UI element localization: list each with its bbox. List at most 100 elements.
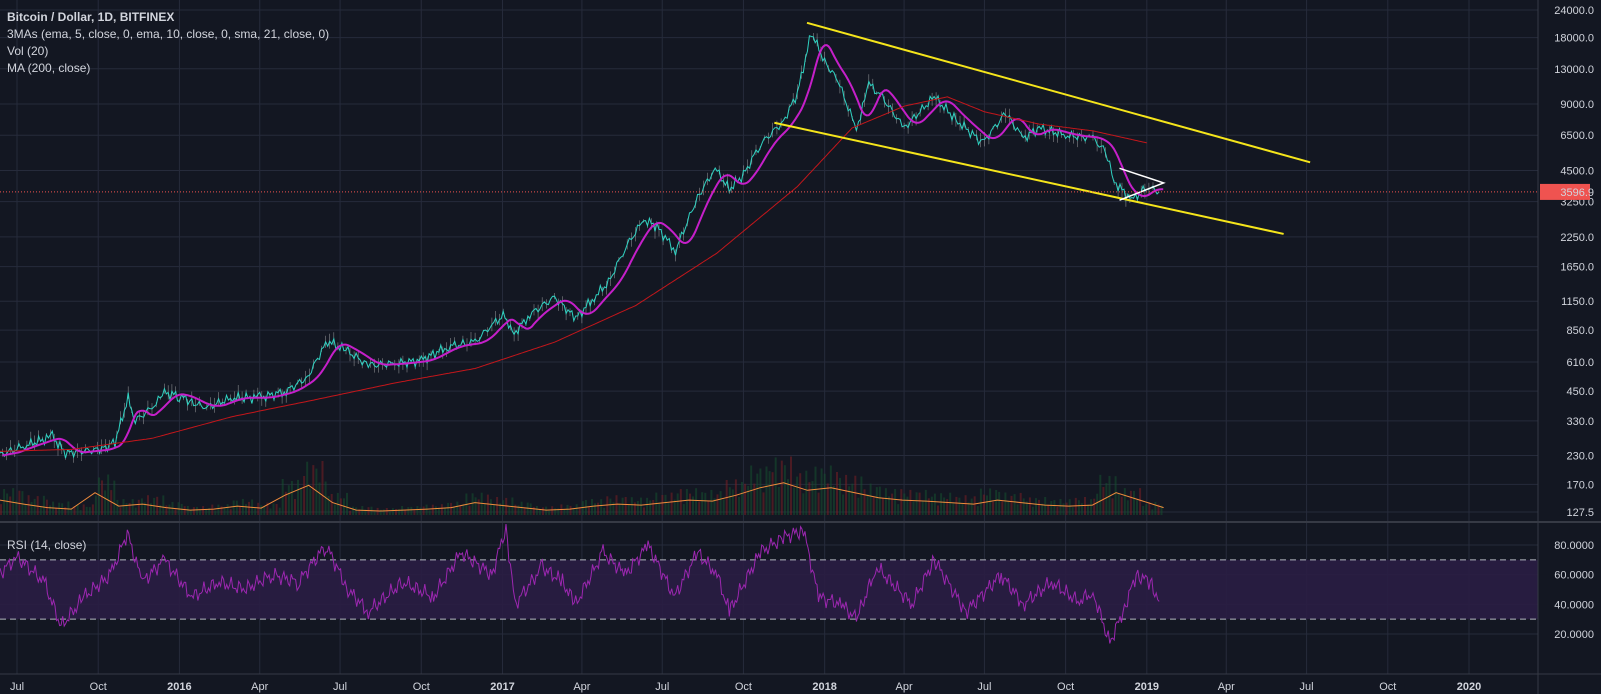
volume-bar — [1080, 503, 1083, 515]
volume-bar — [1028, 497, 1031, 515]
volume-bar — [456, 501, 459, 515]
volume-bar — [698, 501, 701, 515]
volume-bar — [327, 496, 330, 515]
time-tick-label: 2018 — [812, 681, 836, 693]
volume-bar — [1050, 501, 1053, 515]
volume-bar — [621, 497, 624, 515]
volume-bar — [1148, 502, 1151, 515]
volume-bar — [884, 488, 887, 515]
volume-bar — [1016, 504, 1019, 515]
volume-bar — [269, 508, 272, 515]
volume-bar — [1111, 498, 1114, 515]
volume-bar — [98, 477, 100, 515]
volume-bar — [566, 504, 569, 515]
volume-bar — [263, 506, 266, 515]
volume-bar — [860, 476, 863, 515]
volume-bar — [676, 493, 679, 515]
volume-bar — [783, 465, 786, 515]
volume-bar — [995, 490, 998, 515]
volume-bar — [572, 508, 575, 515]
channel-line — [806, 21, 1311, 164]
volume-bar — [1035, 498, 1037, 515]
volume-bar — [575, 504, 578, 515]
volume-bar — [1120, 496, 1123, 515]
study-ma200-label[interactable]: MA (200, close) — [7, 61, 91, 75]
volume-bar — [940, 493, 943, 515]
volume-bar — [811, 481, 814, 515]
rsi-axis[interactable]: 80.0000 60.0000 40.0000 20.0000 — [1554, 540, 1594, 641]
volume-bar — [915, 492, 918, 515]
volume-bar — [422, 506, 425, 515]
rsi-label[interactable]: RSI (14, close) — [7, 538, 87, 552]
volume-bar — [845, 474, 848, 515]
volume-bar — [817, 492, 820, 515]
volume-bar — [903, 493, 906, 515]
volume-bar — [538, 509, 541, 515]
price-tick-label: 1650.0 — [1560, 262, 1594, 274]
price-tick-label: 450.0 — [1566, 386, 1594, 398]
study-volume-label[interactable]: Vol (20) — [7, 44, 49, 58]
volume-bar — [857, 497, 860, 515]
volume-bar — [416, 506, 419, 515]
volume-bar — [143, 502, 146, 515]
rsi-band — [0, 559, 1538, 620]
time-tick-label: Oct — [735, 681, 752, 693]
volume-bar — [480, 492, 483, 515]
volume-bar — [747, 485, 750, 515]
volume-bar — [352, 506, 355, 515]
volume-bar — [970, 498, 973, 515]
volume-bar — [759, 468, 762, 515]
volume-bar — [303, 476, 306, 515]
volume-bar — [373, 511, 376, 515]
volume-bar — [1059, 499, 1062, 515]
price-pane — [0, 33, 1164, 463]
volume-bar — [762, 492, 765, 515]
volume-bar — [306, 461, 309, 515]
volume-bar — [471, 493, 474, 515]
volume-bar — [131, 499, 134, 515]
volume-bar — [410, 506, 413, 515]
volume-bar — [196, 506, 198, 515]
time-tick-label: Jul — [10, 681, 24, 693]
volume-bar — [395, 509, 397, 515]
volume-bar — [413, 510, 416, 515]
volume-bar — [245, 504, 247, 515]
volume-bar — [202, 506, 205, 515]
volume-bar — [73, 506, 76, 515]
volume-bar — [986, 495, 988, 515]
volume-bar — [110, 490, 113, 515]
study-3mas-label[interactable]: 3MAs (ema, 5, close, 0, ema, 10, close, … — [7, 27, 330, 41]
volume-bar — [24, 503, 27, 515]
volume-bar — [891, 493, 894, 515]
time-tick-label: 2019 — [1135, 681, 1159, 693]
volume-bar — [591, 499, 593, 515]
volume-bar — [309, 488, 312, 515]
volume-bar — [168, 504, 171, 515]
volume-bar — [1151, 509, 1154, 515]
price-tick-label: 18000.0 — [1554, 33, 1594, 45]
volume-bar — [738, 496, 740, 515]
volume-bar — [1068, 499, 1071, 515]
volume-bar — [12, 488, 15, 515]
rsi-tick-label: 40.0000 — [1554, 599, 1594, 611]
time-axis[interactable]: Jul Oct 2016 Apr Jul Oct 2017 Apr Jul Oct 2018 Apr J… — [10, 681, 1481, 693]
volume-bar — [211, 504, 214, 515]
volume-bar — [1142, 506, 1145, 515]
volume-bar — [483, 503, 486, 515]
volume-bar — [76, 504, 79, 515]
volume-bar — [104, 490, 107, 515]
volume-bar — [1019, 492, 1022, 515]
volume-bar — [545, 506, 548, 515]
volume-bar — [774, 457, 777, 515]
volume-bar — [385, 508, 388, 515]
volume-bar — [854, 475, 857, 515]
volume-bar — [1025, 501, 1028, 515]
price-axis[interactable]: 24000.0 18000.0 13000.0 9000.0 6500.0 4500.0 3… — [1540, 5, 1594, 519]
volume-bar — [437, 507, 440, 515]
volume-bar — [927, 498, 930, 515]
volume-bar — [391, 508, 394, 515]
volume-bar — [597, 502, 600, 515]
volume-bar — [888, 496, 890, 515]
price-tick-label: 230.0 — [1566, 450, 1594, 462]
volume-bar — [701, 492, 704, 515]
